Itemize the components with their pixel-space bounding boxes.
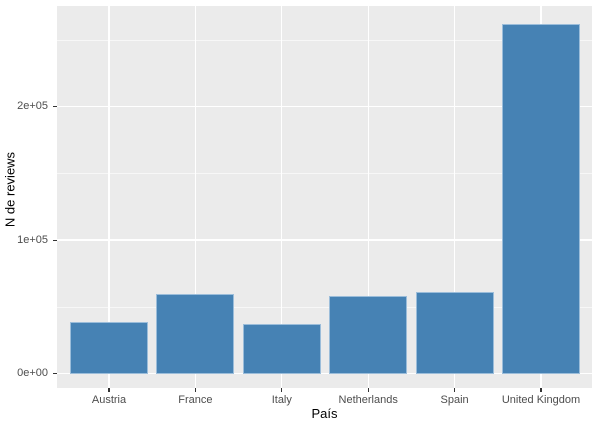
bar-united-kingdom [502,23,580,374]
x-tick-mark [108,388,110,392]
gridline-vertical [453,6,456,388]
x-tick-label-united-kingdom: United Kingdom [501,394,581,406]
x-tick-mark [367,388,369,392]
gridline-vertical [108,6,110,388]
x-tick-label-italy: Italy [271,394,292,406]
y-axis-title-text: N de reviews [2,151,18,228]
gridline-horizontal-major [57,239,592,241]
x-tick-mark [540,388,542,392]
gridline-vertical [194,6,197,388]
plot-panel [57,6,592,388]
x-tick-label-spain: Spain [440,394,469,406]
gridline-vertical [367,6,369,388]
gridline-horizontal-minor [57,306,592,308]
bar-spain [415,292,494,374]
x-tick-label-austria: Austria [91,394,127,406]
x-tick-mark [194,388,196,392]
y-tick-label: 2e+05 [17,100,48,112]
x-tick-label-netherlands: Netherlands [338,394,398,406]
x-tick-mark [281,388,283,392]
y-tick-label: 1e+05 [17,233,48,246]
gridline-horizontal-major [57,105,592,108]
y-tick-label: 0e+00 [17,367,48,380]
bar-italy [242,324,321,374]
bar-austria [70,321,148,374]
x-axis-title: País [311,406,338,421]
gridline-vertical [281,6,283,388]
x-tick-label-france: France [178,394,213,406]
bar-netherlands [329,296,408,374]
y-tick-mark [52,239,57,241]
bar-france [156,293,235,374]
x-tick-mark [454,388,456,392]
gridline-horizontal-minor [57,39,592,41]
gridline-horizontal-minor [57,173,592,175]
gridline-horizontal-major [57,373,592,375]
y-tick-mark [52,105,57,108]
y-tick-mark [52,373,57,375]
